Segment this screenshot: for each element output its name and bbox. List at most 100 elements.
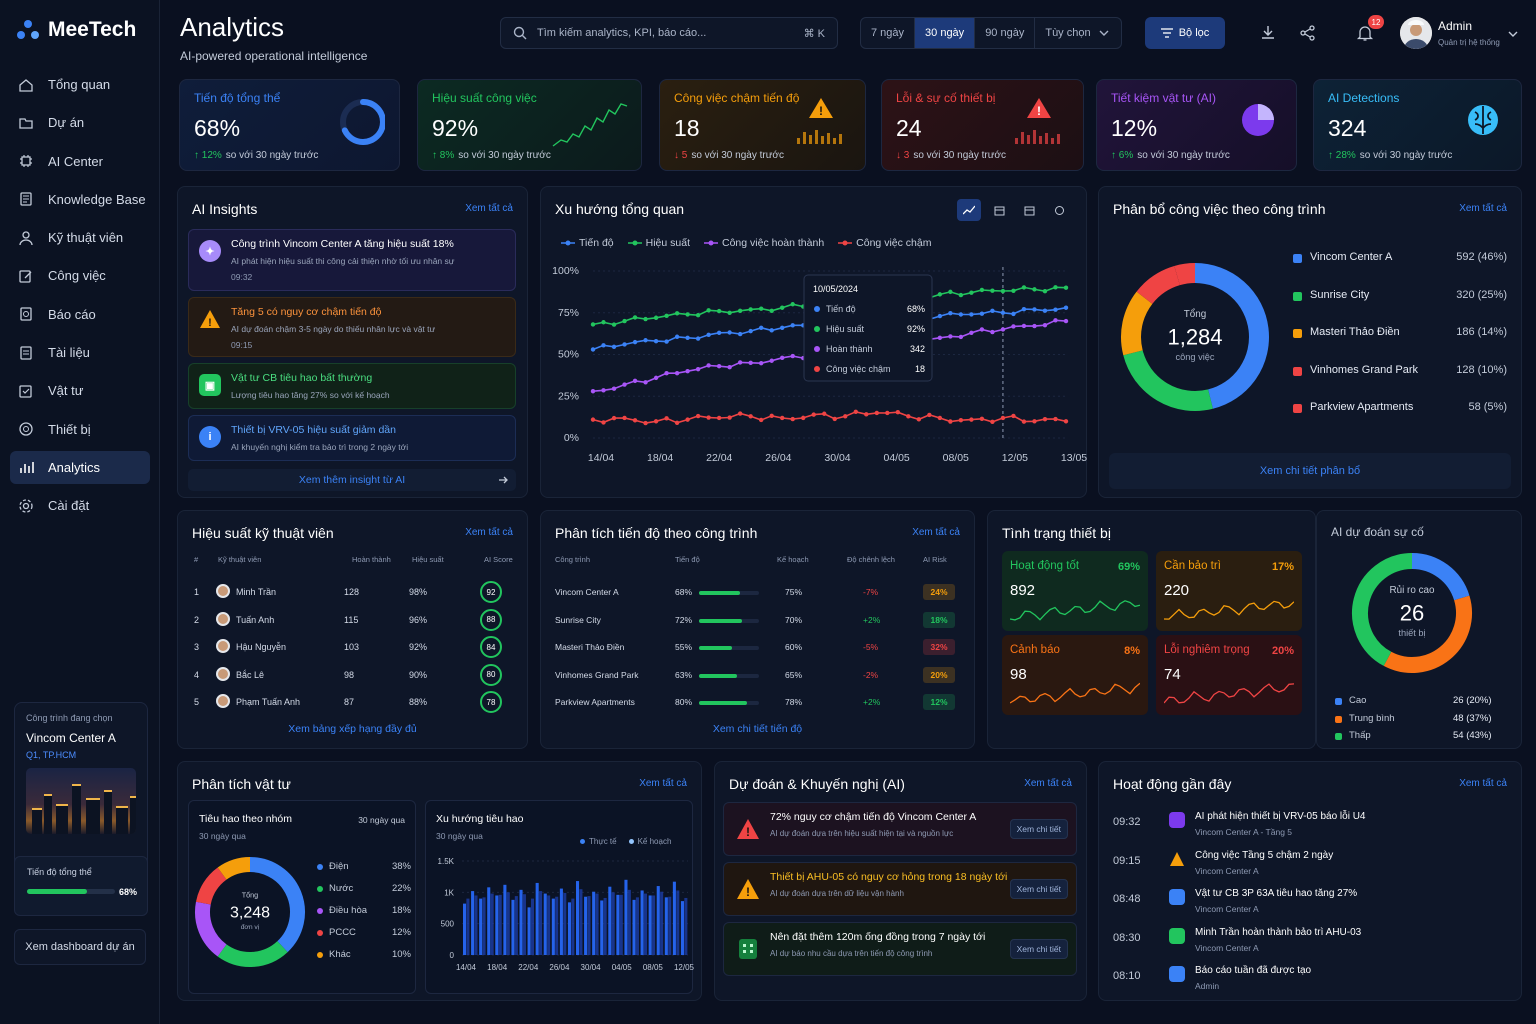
recommendation-detail-button[interactable]: Xem chi tiết [1009, 819, 1068, 839]
material-legend-item[interactable]: Điều hòa 18% [317, 905, 411, 919]
activity-item-1[interactable]: 09:15 Công việc Tầng 5 chậm 2 ngày Vincom … [1113, 845, 1513, 883]
insight-item-0[interactable]: ✦ Công trình Vincom Center A tăng hiệu su… [188, 229, 516, 291]
share-icon[interactable] [1299, 24, 1317, 42]
kpi-card-0[interactable]: Tiến độ tổng thể 68% ↑ 12% so với 30 ngày t… [179, 79, 400, 171]
material-legend-item[interactable]: Điện 38% [317, 861, 411, 875]
progress-view-all-link[interactable]: Xem tất cả [912, 527, 960, 538]
kpi-card-1[interactable]: Hiệu suất công việc 92% ↑ 8% so với 30 ngày… [417, 79, 642, 171]
table-toggle[interactable] [1017, 199, 1041, 221]
sidebar-item-10[interactable]: Analytics [10, 450, 150, 484]
range-option-0[interactable]: 7 ngày [861, 18, 916, 48]
device-status-card-0[interactable]: Hoạt động tốt 69% 892 [1002, 551, 1148, 631]
view-project-dashboard-button[interactable]: Xem dashboard dự án [14, 929, 146, 965]
risk-donut[interactable]: Rủi ro cao 26 thiết bị [1350, 551, 1474, 675]
ai-insights-view-all-link[interactable]: Xem tất cả [465, 203, 513, 214]
slice-2 [1121, 291, 1153, 356]
risk-legend-item[interactable]: Cao 26 (20%) [1335, 695, 1509, 709]
sidebar-item-5[interactable]: Công việc [10, 259, 150, 292]
recommendation-item-1[interactable]: ! Thiết bị AHU-05 có nguy cơ hỏng trong 1… [723, 862, 1077, 916]
activity-item-4[interactable]: 08:10 Báo cáo tuần đã được tạo Admin [1113, 960, 1513, 998]
trend-legend-item[interactable]: Hiệu suất [627, 237, 690, 249]
search-bar[interactable]: Tìm kiếm analytics, KPI, báo cáo... ⌘ K [500, 17, 838, 49]
recommendation-item-2[interactable]: Nên đặt thêm 120m ống đồng trong 7 ngày … [723, 922, 1077, 976]
activity-view-all-link[interactable]: Xem tất cả [1459, 778, 1507, 789]
sidebar-item-4[interactable]: Kỹ thuật viên [10, 221, 150, 254]
download-icon[interactable] [1259, 24, 1277, 42]
table-row[interactable]: 1 Minh Trần 128 98% 92 [178, 581, 529, 603]
distribution-legend-item[interactable]: Vinhomes Grand Park 128 (10%) [1293, 364, 1507, 380]
trend-legend-item[interactable]: Công việc hoàn thành [704, 237, 824, 249]
table-row[interactable]: Sunrise City 72% 70% +2% 18% [541, 609, 976, 631]
recommendation-detail-button[interactable]: Xem chi tiết [1009, 879, 1068, 899]
trend-legend-item[interactable]: Công việc chậm [838, 237, 931, 249]
range-option-3[interactable]: Tùy chọn [1035, 18, 1120, 48]
technician-ranking-link[interactable]: Xem bảng xếp hạng đầy đủ [288, 723, 417, 735]
distribution-legend-item[interactable]: Sunrise City 320 (25%) [1293, 289, 1507, 305]
trend-chart[interactable]: 100% 75% 50% 25% 0% 14/04 18/04 22/04 26/04 30/04… [541, 257, 1088, 499]
sidebar-item-9[interactable]: Thiết bị [10, 413, 150, 446]
recommendation-item-0[interactable]: ! 72% nguy cơ chậm tiến độ Vincom Center … [723, 802, 1077, 856]
activity-item-3[interactable]: 08:30 Minh Trần hoàn thành bảo trì AHU-03… [1113, 922, 1513, 960]
insight-item-1[interactable]: ! Tăng 5 có nguy cơ chậm tiến độ AI dự đoá… [188, 297, 516, 357]
avatar[interactable] [1400, 17, 1432, 49]
insight-item-3[interactable]: i Thiết bị VRV-05 hiệu suất giảm dần AI kh… [188, 415, 516, 461]
line-chart-toggle[interactable] [957, 199, 981, 221]
chevron-down-icon[interactable] [1508, 30, 1518, 38]
bell-icon[interactable] [1356, 24, 1374, 42]
table-row[interactable]: 2 Tuấn Anh 115 96% 88 [178, 608, 529, 631]
material-legend-item[interactable]: Khác 10% [317, 949, 411, 963]
kpi-card-3[interactable]: Lỗi & sự cố thiết bị 24 ↓ 3 so với 30 ngày … [881, 79, 1084, 171]
trend-legend-item[interactable]: Tiến độ [561, 237, 614, 249]
recommendation-view-all-link[interactable]: Xem tất cả [1024, 778, 1072, 789]
consumption-bar-chart[interactable]: 1.5K 1K 500 014/04 18/04 22/04 26/04 30/04 04/05… [426, 851, 694, 995]
table-row[interactable]: Vinhomes Grand Park 63% 65% -2% 20% [541, 664, 976, 686]
activity-item-2[interactable]: 08:48 Vật tư CB 3P 63A tiêu hao tăng 27% V… [1113, 883, 1513, 921]
table-row[interactable]: 4 Bắc Lê 98 90% 80 [178, 663, 529, 686]
insight-item-2[interactable]: ▣ Vật tư CB tiêu hao bất thường Lượng tiêu… [188, 363, 516, 409]
material-legend-item[interactable]: PCCC 12% [317, 927, 411, 941]
sidebar-item-6[interactable]: Báo cáo [10, 298, 150, 331]
more-insights-button[interactable]: Xem thêm insight từ AI [188, 469, 516, 491]
distribution-legend-item[interactable]: Parkview Apartments 58 (5%) [1293, 401, 1507, 417]
material-legend-item[interactable]: Nước 22% [317, 883, 411, 897]
table-row[interactable]: Masteri Thảo Điền 55% 60% -5% 32% [541, 636, 976, 658]
distribution-legend-item[interactable]: Masteri Thảo Điền 186 (14%) [1293, 326, 1507, 342]
material-donut[interactable]: Tổng 3,248 đơn vị [193, 855, 307, 969]
table-row[interactable]: 3 Hậu Nguyễn 103 92% 84 [178, 636, 529, 658]
recommendation-detail-button[interactable]: Xem chi tiết [1009, 939, 1068, 959]
sidebar-item-8[interactable]: Vật tư [10, 374, 150, 407]
distribution-view-all-link[interactable]: Xem tất cả [1459, 203, 1507, 214]
brand-logo[interactable]: MeeTech [16, 18, 136, 42]
range-option-1[interactable]: 30 ngày [915, 18, 976, 48]
sidebar-item-7[interactable]: Tài liệu [10, 336, 150, 369]
activity-item-0[interactable]: 09:32 AI phát hiện thiết bị VRV-05 báo lỗ… [1113, 806, 1513, 844]
filter-button[interactable]: Bộ lọc [1145, 17, 1225, 49]
sidebar-item-0[interactable]: Tổng quan [10, 68, 150, 101]
kpi-card-5[interactable]: AI Detections 324 ↑ 28% so với 30 ngày trướ… [1313, 79, 1522, 171]
sidebar-item-2[interactable]: AI Center [10, 145, 150, 178]
device-status-card-3[interactable]: Lỗi nghiêm trọng 20% 74 [1156, 635, 1302, 715]
sidebar-item-11[interactable]: Cài đặt [10, 489, 150, 522]
table-row[interactable]: Vincom Center A 68% 75% -7% 24% [541, 581, 976, 603]
distribution-legend-item[interactable]: Vincom Center A 592 (46%) [1293, 251, 1507, 267]
device-status-card-1[interactable]: Cần bảo trì 17% 220 [1156, 551, 1302, 631]
distribution-detail-button[interactable]: Xem chi tiết phân bổ [1109, 453, 1511, 489]
device-status-card-2[interactable]: Cảnh báo 8% 98 [1002, 635, 1148, 715]
table-row[interactable]: Parkview Apartments 80% 78% +2% 12% [541, 691, 976, 713]
kpi-card-4[interactable]: Tiết kiệm vật tư (AI) 12% ↑ 6% so với 30 ng… [1096, 79, 1297, 171]
range-option-2[interactable]: 90 ngày [975, 18, 1036, 48]
x-tick-label: 30/04 [824, 452, 850, 464]
distribution-donut[interactable]: Tổng 1,284 công việc [1119, 261, 1271, 413]
risk-legend-item[interactable]: Trung bình 48 (37%) [1335, 713, 1509, 727]
table-row[interactable]: 5 Phạm Tuấn Anh 87 88% 78 [178, 691, 529, 713]
sidebar-item-1[interactable]: Dự án [10, 106, 150, 139]
materials-view-all-link[interactable]: Xem tất cả [639, 778, 687, 789]
refresh-button[interactable] [1047, 199, 1071, 221]
progress-detail-link[interactable]: Xem chi tiết tiến độ [712, 723, 803, 735]
kpi-card-2[interactable]: Công việc chậm tiến độ 18 ↓ 5 so với 30 ngà… [659, 79, 866, 171]
technician-view-all-link[interactable]: Xem tất cả [465, 527, 513, 538]
search-input[interactable]: Tìm kiếm analytics, KPI, báo cáo... [537, 27, 707, 39]
sidebar-item-3[interactable]: Knowledge Base [10, 183, 150, 216]
bar-chart-toggle[interactable] [987, 199, 1011, 221]
risk-legend-item[interactable]: Thấp 54 (43%) [1335, 730, 1509, 744]
